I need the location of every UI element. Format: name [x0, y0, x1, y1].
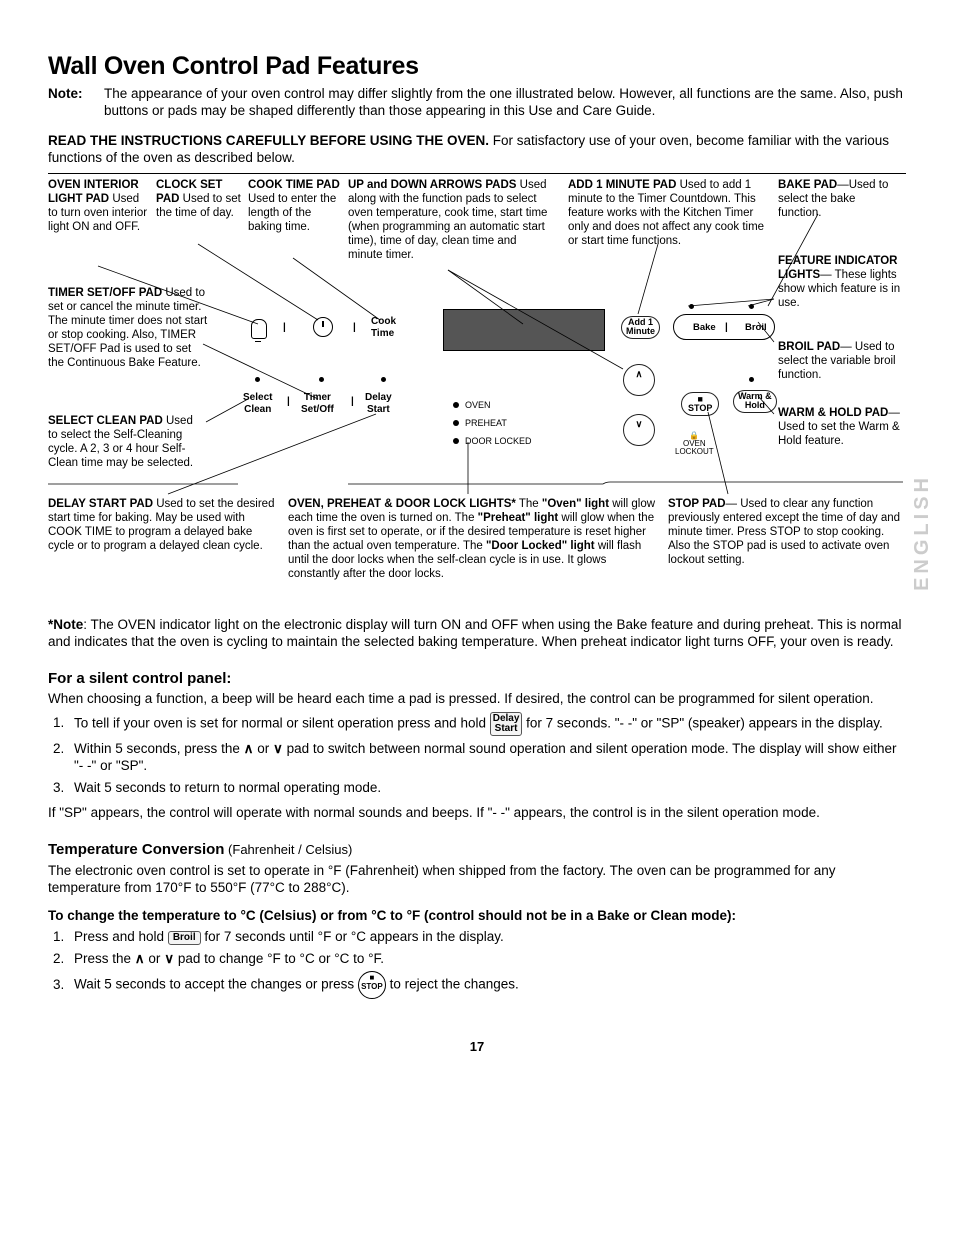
callout-title: BAKE PAD	[778, 179, 837, 191]
callout-title: STOP PAD	[668, 498, 726, 510]
callout-delay-start: DELAY START PAD Used to set the desired …	[48, 497, 278, 553]
callout-stop: STOP PAD— Used to clear any function pre…	[668, 497, 903, 567]
callout-add1: ADD 1 MINUTE PAD Used to add 1 minute to…	[568, 178, 768, 248]
delay-label: Delay Start	[365, 392, 392, 416]
clock-icon	[313, 317, 333, 337]
callout-title: TIMER SET/OFF PAD	[48, 287, 162, 299]
timer-label: Timer Set/Off	[301, 392, 334, 416]
indicator-dot	[319, 377, 324, 382]
temp-intro: The electronic oven control is set to op…	[48, 862, 906, 897]
delay-start-inline-button: Delay Start	[490, 712, 523, 736]
control-pad-diagram: ENGLISH OVEN INTERIOR LIGHT PAD Used to …	[48, 173, 906, 594]
callout-title: OVEN, PREHEAT & DOOR LOCK LIGHTS*	[288, 498, 516, 510]
select-clean-label: Select Clean	[243, 392, 272, 416]
temp-change-heading: To change the temperature to °C (Celsius…	[48, 907, 906, 925]
callout-interior-light: OVEN INTERIOR LIGHT PAD Used to turn ove…	[48, 178, 148, 234]
callout-title: SELECT CLEAN PAD	[48, 415, 163, 427]
up-arrow-icon: ∧	[244, 740, 254, 758]
stop-button: ■STOP	[681, 392, 719, 416]
down-arrow-pad: ∨	[623, 414, 655, 446]
list-item: Wait 5 seconds to accept the changes or …	[68, 971, 906, 999]
stop-inline-button: ■STOP	[358, 971, 386, 999]
silent-after: If "SP" appears, the control will operat…	[48, 804, 906, 822]
page-title: Wall Oven Control Pad Features	[48, 50, 906, 83]
read-bold: READ THE INSTRUCTIONS CAREFULLY BEFORE U…	[48, 133, 489, 148]
silent-intro: When choosing a function, a beep will be…	[48, 690, 906, 708]
list-item: Press and hold Broil for 7 seconds until…	[68, 928, 906, 946]
list-item: To tell if your oven is set for normal o…	[68, 712, 906, 736]
callout-arrows: UP and DOWN ARROWS PADS Used along with …	[348, 178, 548, 262]
callout-title: COOK TIME PAD	[248, 179, 340, 191]
callout-body: Used to enter the length of the baking t…	[248, 193, 336, 233]
note-row: Note: The appearance of your oven contro…	[48, 85, 906, 120]
oven-note: *Note: The OVEN indicator light on the e…	[48, 616, 906, 651]
callout-title: UP and DOWN ARROWS PADS	[348, 179, 516, 191]
callout-feature-lights: FEATURE INDICATOR LIGHTS— These lights s…	[778, 254, 903, 310]
indicator-dot	[255, 377, 260, 382]
down-arrow-icon: ∨	[273, 740, 283, 758]
preheat-indicator: PREHEAT	[453, 418, 507, 429]
page-number: 17	[48, 1039, 906, 1056]
cook-time-label: Cook Time	[371, 316, 396, 340]
callout-clock-set: CLOCK SET PAD Used to set the time of da…	[156, 178, 244, 220]
broil-inline-button: Broil	[168, 931, 201, 945]
lockout-label: 🔒OVEN LOCKOUT	[675, 432, 714, 456]
up-arrow-pad: ∧	[623, 364, 655, 396]
indicator-dot	[749, 377, 754, 382]
silent-steps: To tell if your oven is set for normal o…	[68, 712, 906, 797]
warm-hold-button: Warm & Hold	[733, 390, 777, 413]
control-panel: | | Cook Time Add 1 Minute Bake | Broil …	[243, 304, 798, 484]
callout-timer: TIMER SET/OFF PAD Used to set or cancel …	[48, 286, 208, 370]
door-locked-indicator: DOOR LOCKED	[453, 436, 532, 447]
language-tab: ENGLISH	[910, 474, 934, 591]
up-arrow-icon: ∧	[135, 950, 145, 968]
temp-steps: Press and hold Broil for 7 seconds until…	[68, 928, 906, 999]
callout-indicator-lights: OVEN, PREHEAT & DOOR LOCK LIGHTS* The "O…	[288, 497, 658, 581]
note-label: Note:	[48, 85, 104, 120]
callout-title: DELAY START PAD	[48, 498, 153, 510]
indicator-dot	[381, 377, 386, 382]
list-item: Within 5 seconds, press the ∧ or ∨ pad t…	[68, 740, 906, 775]
add1-button: Add 1 Minute	[621, 316, 660, 339]
callout-title: ADD 1 MINUTE PAD	[568, 179, 676, 191]
display-screen	[443, 309, 605, 351]
indicator-dot	[689, 304, 694, 309]
silent-panel-heading: For a silent control panel:	[48, 669, 906, 689]
list-item: Wait 5 seconds to return to normal opera…	[68, 779, 906, 797]
oven-indicator: OVEN	[453, 400, 491, 411]
list-item: Press the ∧ or ∨ pad to change °F to °C …	[68, 950, 906, 968]
callout-select-clean: SELECT CLEAN PAD Used to select the Self…	[48, 414, 203, 470]
indicator-dot	[749, 304, 754, 309]
light-pad-icon	[251, 319, 267, 339]
callout-bake: BAKE PAD—Used to select the bake functio…	[778, 178, 900, 220]
read-instructions: READ THE INSTRUCTIONS CAREFULLY BEFORE U…	[48, 132, 906, 167]
temp-conversion-heading: Temperature Conversion (Fahrenheit / Cel…	[48, 840, 906, 860]
down-arrow-icon: ∨	[164, 950, 174, 968]
note-body: The appearance of your oven control may …	[104, 85, 906, 120]
callout-cook-time: COOK TIME PAD Used to enter the length o…	[248, 178, 340, 234]
